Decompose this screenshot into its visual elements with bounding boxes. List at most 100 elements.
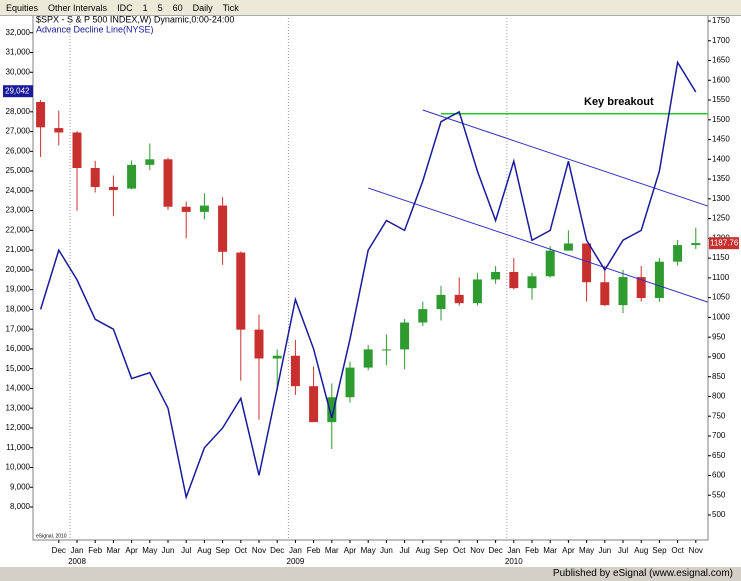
y2-tick-label: 1600 bbox=[712, 75, 730, 84]
y2-tick-label: 1450 bbox=[712, 135, 730, 144]
candle-body bbox=[381, 349, 391, 351]
y-tick-label: 24,000 bbox=[6, 186, 31, 195]
x-tick-label: May bbox=[579, 546, 594, 555]
y-tick-label: 17,000 bbox=[6, 324, 31, 333]
candle-body bbox=[436, 294, 446, 310]
x-tick-label: Apr bbox=[344, 546, 357, 555]
candle-body bbox=[654, 261, 664, 299]
x-tick-label: Apr bbox=[125, 546, 138, 555]
candle-body bbox=[691, 243, 701, 246]
y-tick-label: 30,000 bbox=[6, 67, 31, 76]
candle-body bbox=[454, 294, 464, 304]
toolbar-item[interactable]: Equities bbox=[6, 2, 39, 13]
chart-title: $SPX - S & P 500 INDEX,W) Dynamic,0:00-2… bbox=[36, 16, 234, 24]
y2-tick-label: 800 bbox=[712, 392, 726, 401]
x-tick-label: Oct bbox=[235, 546, 248, 555]
y-tick-label: 26,000 bbox=[6, 146, 31, 155]
y2-tick-label: 950 bbox=[712, 332, 726, 341]
candle-body bbox=[181, 206, 191, 212]
y2-tick-label: 1700 bbox=[712, 36, 730, 45]
candle-body bbox=[418, 309, 428, 323]
x-tick-label: Jul bbox=[181, 546, 191, 555]
candle-body bbox=[72, 132, 82, 169]
toolbar-item[interactable]: 60 bbox=[172, 2, 183, 13]
y-tick-label: 19,000 bbox=[6, 285, 31, 294]
footer: Published by eSignal (www.esignal.com) bbox=[0, 567, 741, 581]
y2-tick-label: 1500 bbox=[712, 115, 730, 124]
last-value-box bbox=[709, 237, 739, 250]
y-tick-label: 23,000 bbox=[6, 206, 31, 215]
candle-body bbox=[363, 349, 373, 368]
y-tick-label: 12,000 bbox=[6, 423, 31, 432]
candle-body bbox=[163, 159, 173, 207]
y-tick-label: 14,000 bbox=[6, 384, 31, 393]
x-tick-label: Feb bbox=[307, 546, 321, 555]
candle-body bbox=[218, 205, 228, 252]
x-tick-label: Mar bbox=[325, 546, 339, 555]
x-tick-label: Dec bbox=[488, 546, 502, 555]
y-tick-label: 9,000 bbox=[10, 482, 31, 491]
toolbar-item[interactable]: 5 bbox=[157, 2, 163, 13]
trend-line bbox=[422, 109, 708, 207]
y-tick-label: 22,000 bbox=[6, 225, 31, 234]
toolbar-item[interactable]: IDC bbox=[117, 2, 133, 13]
y2-tick-label: 650 bbox=[712, 451, 726, 460]
y-tick-label: 21,000 bbox=[6, 245, 31, 254]
y-tick-label: 15,000 bbox=[6, 364, 31, 373]
y-tick-label: 33,000 bbox=[6, 16, 31, 17]
x-tick-label: May bbox=[361, 546, 376, 555]
y2-tick-label: 1750 bbox=[712, 16, 730, 25]
x-tick-label: Jan bbox=[507, 546, 520, 555]
x-tick-label: Sep bbox=[215, 546, 230, 555]
y-tick-label: 13,000 bbox=[6, 403, 31, 412]
candle-body bbox=[400, 322, 410, 350]
candle-body bbox=[636, 277, 646, 299]
annotation: Key breakout bbox=[584, 96, 654, 108]
y2-tick-label: 850 bbox=[712, 372, 726, 381]
y2-tick-label: 900 bbox=[712, 352, 726, 361]
candle-body bbox=[491, 271, 501, 280]
y-tick-label: 8,000 bbox=[10, 502, 31, 511]
x-tick-label: Aug bbox=[197, 546, 211, 555]
x-tick-label: Feb bbox=[88, 546, 102, 555]
y2-tick-label: 1250 bbox=[712, 214, 730, 223]
candle-body bbox=[290, 355, 300, 387]
trend-line bbox=[368, 187, 708, 303]
candle-body bbox=[527, 276, 537, 289]
x-tick-label: Mar bbox=[543, 546, 557, 555]
y2-tick-label: 1350 bbox=[712, 174, 730, 183]
ad-line bbox=[39, 60, 697, 500]
x-tick-label: Jan bbox=[71, 546, 84, 555]
x-tick-label: Nov bbox=[689, 546, 703, 555]
x-tick-label: Jun bbox=[380, 546, 393, 555]
toolbar-item[interactable]: 1 bbox=[142, 2, 148, 13]
candle-body bbox=[618, 277, 628, 306]
toolbar-item[interactable]: Tick bbox=[222, 2, 239, 13]
toolbar: Equities Other Intervals IDC 1 5 60 Daily Tick bbox=[0, 0, 741, 16]
y2-tick-label: 600 bbox=[712, 471, 726, 480]
chart-background bbox=[0, 16, 741, 567]
y2-tick-label: 1550 bbox=[712, 95, 730, 104]
x-tick-label: Dec bbox=[52, 546, 66, 555]
y2-tick-label: 1000 bbox=[712, 313, 730, 322]
toolbar-item[interactable]: Other Intervals bbox=[48, 2, 108, 13]
year-label: 2008 bbox=[68, 557, 86, 566]
y2-tick-label: 500 bbox=[712, 510, 726, 519]
candle-body bbox=[36, 102, 46, 128]
candle-body bbox=[345, 367, 355, 398]
y-tick-label: 18,000 bbox=[6, 305, 31, 314]
candle-body bbox=[582, 243, 592, 283]
toolbar-item[interactable]: Daily bbox=[192, 2, 213, 13]
y-tick-label: 25,000 bbox=[6, 166, 31, 175]
y-tick-label: 32,000 bbox=[6, 28, 31, 37]
x-tick-label: Jul bbox=[399, 546, 409, 555]
x-tick-label: Jun bbox=[598, 546, 611, 555]
candle-body bbox=[309, 386, 319, 423]
year-label: 2009 bbox=[287, 557, 305, 566]
candle-body bbox=[472, 279, 482, 304]
chart-subtitle: Advance Decline Line(NYSE) bbox=[36, 24, 154, 34]
candle-body bbox=[108, 186, 118, 191]
year-label: 2010 bbox=[505, 557, 523, 566]
y2-tick-label: 750 bbox=[712, 411, 726, 420]
